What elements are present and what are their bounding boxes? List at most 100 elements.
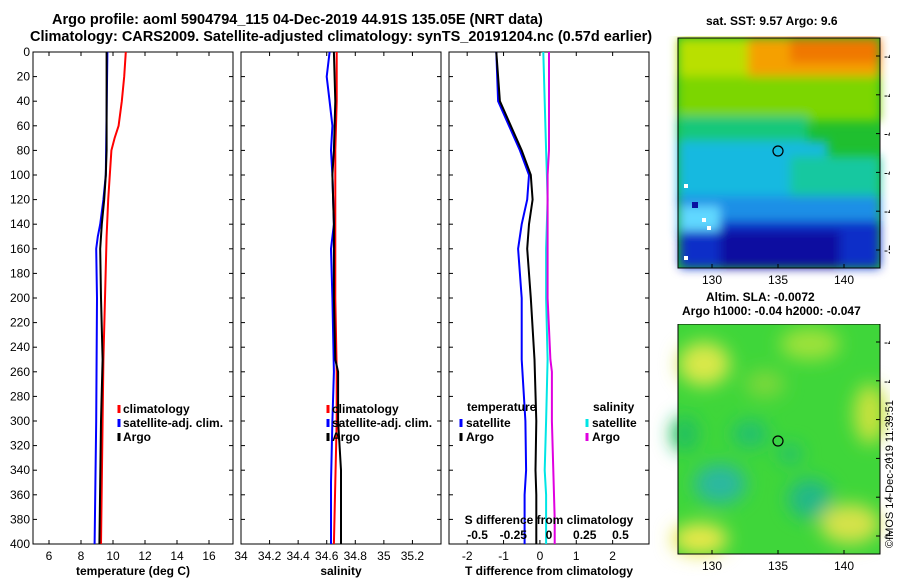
- x-tick-label: 35.2: [401, 549, 425, 563]
- legend-label: Argo: [466, 430, 494, 444]
- map-x-tick-label: 140: [834, 273, 854, 286]
- sst-missing-pixels: [684, 184, 711, 260]
- sla-map-title-2: Argo h1000: -0.04 h2000: -0.047: [682, 304, 861, 318]
- x-axis-label: temperature (deg C): [76, 564, 190, 578]
- y-tick-label: 380: [10, 512, 30, 526]
- x-tick-label: 16: [202, 549, 216, 563]
- legend-title: salinity: [593, 400, 635, 414]
- y-tick-label: 280: [10, 389, 30, 403]
- legend-label: climatology: [332, 402, 399, 416]
- map-x-tick-label: 135: [768, 559, 788, 573]
- x-tick-label: 12: [138, 549, 152, 563]
- y-tick-label: 360: [10, 488, 30, 502]
- y-tick-label: 240: [10, 340, 30, 354]
- x-tick-label: 6: [46, 549, 53, 563]
- y-tick-label: 160: [10, 242, 30, 256]
- y-tick-label: 400: [10, 537, 30, 551]
- series-line-salinity-satellite: [542, 51, 549, 544]
- legend-label: climatology: [123, 402, 190, 416]
- sst-map[interactable]: -40 -42 -44 -46 -48 -50 130 135 140: [640, 36, 890, 286]
- legend-label: satellite-adj. clim.: [332, 416, 432, 430]
- map-y-tick-label: -42: [884, 88, 890, 102]
- y-tick-label: 340: [10, 463, 30, 477]
- legend-label: Argo: [332, 430, 360, 444]
- argo-position-marker: [772, 145, 784, 157]
- x-tick-label: 2: [609, 549, 616, 563]
- x-tick-label: -2: [462, 549, 473, 563]
- sla-map[interactable]: -40 -42 -44 -46 -48 -50 130 135 140: [640, 324, 890, 580]
- map-y-tick-label: -40: [884, 49, 890, 63]
- series-line-temperature-satellite: [495, 51, 531, 544]
- x2-axis-label: S difference from climatology: [465, 513, 634, 527]
- sst-map-title: sat. SST: 9.57 Argo: 9.6: [706, 14, 838, 28]
- y-tick-label: 260: [10, 365, 30, 379]
- y-tick-label: 180: [10, 266, 30, 280]
- series-line-argo: [331, 51, 342, 544]
- legend-label: satellite-adj. clim.: [123, 416, 223, 430]
- map-y-tick-label: -50: [884, 243, 890, 257]
- y-tick-label: 200: [10, 291, 30, 305]
- map-y-tick-label: -44: [884, 127, 890, 141]
- x-tick-label: 0: [537, 549, 544, 563]
- y-tick-label: 320: [10, 439, 30, 453]
- argo-position-marker-sla: [772, 435, 784, 447]
- y-tick-label: 100: [10, 168, 30, 182]
- map-x-tick-label: 140: [834, 559, 854, 573]
- legend-label: Argo: [123, 430, 151, 444]
- x-tick-label: 34.6: [315, 549, 339, 563]
- y-tick-label: 220: [10, 316, 30, 330]
- sla-frame: [677, 324, 881, 555]
- x-axis-label: T difference from climatology: [465, 564, 633, 578]
- title-line2: Climatology: CARS2009. Satellite-adjuste…: [30, 29, 653, 45]
- x-tick-label: 35: [377, 549, 391, 563]
- sst-field: [678, 38, 880, 268]
- x-tick-label: 34.4: [286, 549, 310, 563]
- map-x-tick-label: 135: [768, 273, 788, 286]
- x-tick-label: 10: [106, 549, 120, 563]
- sst-dark-pixel: [692, 202, 698, 208]
- map-y-tick-label: -46: [884, 165, 890, 179]
- y-tick-label: 80: [17, 143, 31, 157]
- y-tick-label: 0: [23, 45, 30, 59]
- y-tick-label: 60: [17, 119, 31, 133]
- map-x-tick-label: 130: [702, 273, 722, 286]
- x-tick-label: 34: [234, 549, 248, 563]
- map-y-tick-label: -48: [884, 204, 890, 218]
- series-line-temperature-argo: [495, 51, 538, 544]
- legend-label: Argo: [592, 430, 620, 444]
- map-y-tick-label: -44: [884, 413, 890, 427]
- map-y-tick-label: -50: [884, 529, 890, 543]
- x2-tick-label: -0.25: [500, 528, 528, 542]
- salinity-panel: 34 34.2 34.4 34.6 34.8 35 35.2 salinity climatol…: [234, 51, 442, 578]
- y-tick-label: 140: [10, 217, 30, 231]
- map-y-tick-label: -46: [884, 451, 890, 465]
- copyright-label: ©IMOS 14-Dec-2019 11:39:51: [884, 400, 896, 548]
- x2-tick-label: 0.25: [573, 528, 597, 542]
- map-y-tick-label: -48: [884, 490, 890, 504]
- y-tick-label: 20: [17, 70, 31, 84]
- y-tick-label: 300: [10, 414, 30, 428]
- series-line-satellite-adj-clim-: [325, 51, 335, 544]
- sla-map-title-1: Altim. SLA: -0.0072: [706, 290, 815, 304]
- x-axis-label: salinity: [320, 564, 362, 578]
- x2-tick-label: -0.5: [467, 528, 488, 542]
- legend-label: satellite: [466, 416, 511, 430]
- y-tick-label: 40: [17, 94, 31, 108]
- temperature-panel: 0 20 40 60 80 100 120 140 160 180 200 220 240 260 280 3…: [10, 45, 234, 578]
- x-tick-label: 1: [573, 549, 580, 563]
- x2-tick-label: 0: [546, 528, 553, 542]
- title-line1: Argo profile: aoml 5904794_115 04-Dec-20…: [52, 12, 543, 28]
- x-tick-label: -1: [498, 549, 509, 563]
- map-y-tick-label: -42: [884, 374, 890, 388]
- series-line-salinity-argo: [546, 52, 556, 544]
- x-tick-label: 8: [78, 549, 85, 563]
- series-line-argo: [98, 52, 108, 545]
- map-x-tick-label: 130: [702, 559, 722, 573]
- legend-title: temperature: [467, 400, 537, 414]
- x-tick-label: 34.8: [344, 549, 368, 563]
- y-tick-label: 120: [10, 193, 30, 207]
- x2-tick-label: 0.5: [612, 528, 629, 542]
- plot-frame: [32, 51, 234, 545]
- difference-panel: -2 -1 0 1 2T difference from climatology temp…: [448, 51, 650, 578]
